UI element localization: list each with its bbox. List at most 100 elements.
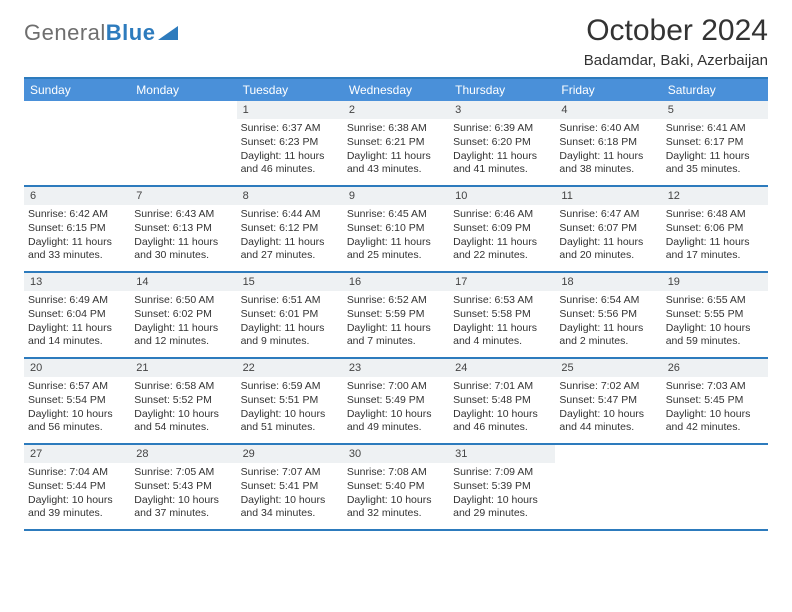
daylight-text: Daylight: 10 hours and 29 minutes. (453, 494, 551, 521)
daylight-text: Daylight: 11 hours and 35 minutes. (666, 150, 764, 177)
day-body: Sunrise: 6:50 AMSunset: 6:02 PMDaylight:… (130, 294, 236, 353)
sunset-text: Sunset: 5:39 PM (453, 480, 551, 494)
sunrise-text: Sunrise: 6:48 AM (666, 208, 764, 222)
day-cell: 15Sunrise: 6:51 AMSunset: 6:01 PMDayligh… (237, 273, 343, 357)
day-body: Sunrise: 7:07 AMSunset: 5:41 PMDaylight:… (237, 466, 343, 525)
day-number: 2 (343, 101, 449, 119)
week-row: 1Sunrise: 6:37 AMSunset: 6:23 PMDaylight… (24, 101, 768, 187)
logo-text-2: Blue (106, 20, 156, 46)
daylight-text: Daylight: 11 hours and 22 minutes. (453, 236, 551, 263)
week-row: 27Sunrise: 7:04 AMSunset: 5:44 PMDayligh… (24, 445, 768, 531)
day-body: Sunrise: 6:39 AMSunset: 6:20 PMDaylight:… (449, 122, 555, 181)
day-body: Sunrise: 6:53 AMSunset: 5:58 PMDaylight:… (449, 294, 555, 353)
day-body: Sunrise: 6:49 AMSunset: 6:04 PMDaylight:… (24, 294, 130, 353)
header: GeneralBlue October 2024 Badamdar, Baki,… (24, 14, 768, 69)
daylight-text: Daylight: 10 hours and 49 minutes. (347, 408, 445, 435)
day-body: Sunrise: 6:44 AMSunset: 6:12 PMDaylight:… (237, 208, 343, 267)
day-body: Sunrise: 6:38 AMSunset: 6:21 PMDaylight:… (343, 122, 449, 181)
sunrise-text: Sunrise: 6:58 AM (134, 380, 232, 394)
day-cell: 1Sunrise: 6:37 AMSunset: 6:23 PMDaylight… (237, 101, 343, 185)
day-cell: 26 Sunrise: 7:03 AMSunset: 5:45 PMDayligh… (662, 359, 768, 443)
day-cell: 14Sunrise: 6:50 AMSunset: 6:02 PMDayligh… (130, 273, 236, 357)
sunrise-text: Sunrise: 6:41 AM (666, 122, 764, 136)
day-number: 25 (555, 359, 661, 377)
sunset-text: Sunset: 6:12 PM (241, 222, 339, 236)
sunrise-text: Sunrise: 6:47 AM (559, 208, 657, 222)
sunset-text: Sunset: 6:23 PM (241, 136, 339, 150)
sunset-text: Sunset: 5:41 PM (241, 480, 339, 494)
sunrise-text: Sunrise: 7:03 AM (666, 380, 764, 394)
week-row: 6Sunrise: 6:42 AMSunset: 6:15 PMDaylight… (24, 187, 768, 273)
sunrise-text: Sunrise: 6:53 AM (453, 294, 551, 308)
daylight-text: Daylight: 11 hours and 4 minutes. (453, 322, 551, 349)
day-cell: 20Sunrise: 6:57 AMSunset: 5:54 PMDayligh… (24, 359, 130, 443)
sunset-text: Sunset: 6:18 PM (559, 136, 657, 150)
sunset-text: Sunset: 5:56 PM (559, 308, 657, 322)
day-number: 27 (24, 445, 130, 463)
day-number: 21 (130, 359, 236, 377)
day-number: 19 (662, 273, 768, 291)
day-number: 13 (24, 273, 130, 291)
day-number: 26 (662, 359, 768, 377)
day-number: 18 (555, 273, 661, 291)
day-cell: 21 Sunrise: 6:58 AMSunset: 5:52 PMDayligh… (130, 359, 236, 443)
daylight-text: Daylight: 10 hours and 42 minutes. (666, 408, 764, 435)
daylight-text: Daylight: 10 hours and 39 minutes. (28, 494, 126, 521)
day-body: Sunrise: 7:09 AMSunset: 5:39 PMDaylight:… (449, 466, 555, 525)
daylight-text: Daylight: 11 hours and 25 minutes. (347, 236, 445, 263)
weekday-header: Wednesday (343, 79, 449, 101)
sunrise-text: Sunrise: 7:00 AM (347, 380, 445, 394)
sunrise-text: Sunrise: 6:38 AM (347, 122, 445, 136)
sunrise-text: Sunrise: 6:54 AM (559, 294, 657, 308)
day-cell: 25Sunrise: 7:02 AMSunset: 5:47 PMDayligh… (555, 359, 661, 443)
day-number: 17 (449, 273, 555, 291)
daylight-text: Daylight: 11 hours and 9 minutes. (241, 322, 339, 349)
sunset-text: Sunset: 6:21 PM (347, 136, 445, 150)
calendar-grid: SundayMondayTuesdayWednesdayThursdayFrid… (24, 77, 768, 531)
title-block: October 2024 Badamdar, Baki, Azerbaijan (584, 14, 768, 69)
sunset-text: Sunset: 5:47 PM (559, 394, 657, 408)
day-body: Sunrise: 6:55 AMSunset: 5:55 PMDaylight:… (662, 294, 768, 353)
day-body: Sunrise: 7:03 AMSunset: 5:45 PMDaylight:… (662, 380, 768, 439)
day-cell: 23Sunrise: 7:00 AMSunset: 5:49 PMDayligh… (343, 359, 449, 443)
day-body: Sunrise: 7:01 AMSunset: 5:48 PMDaylight:… (449, 380, 555, 439)
day-cell (555, 445, 661, 529)
day-cell: 24 Sunrise: 7:01 AMSunset: 5:48 PMDayligh… (449, 359, 555, 443)
sunrise-text: Sunrise: 6:50 AM (134, 294, 232, 308)
day-number: 16 (343, 273, 449, 291)
daylight-text: Daylight: 10 hours and 37 minutes. (134, 494, 232, 521)
day-cell: 22Sunrise: 6:59 AMSunset: 5:51 PMDayligh… (237, 359, 343, 443)
sunrise-text: Sunrise: 6:55 AM (666, 294, 764, 308)
daylight-text: Daylight: 11 hours and 2 minutes. (559, 322, 657, 349)
day-body: Sunrise: 6:41 AMSunset: 6:17 PMDaylight:… (662, 122, 768, 181)
day-number: 24 (449, 359, 555, 377)
sunset-text: Sunset: 6:02 PM (134, 308, 232, 322)
day-cell: 6Sunrise: 6:42 AMSunset: 6:15 PMDaylight… (24, 187, 130, 271)
sunset-text: Sunset: 5:48 PM (453, 394, 551, 408)
weekday-header: Friday (555, 79, 661, 101)
weekday-header: Sunday (24, 79, 130, 101)
day-body: Sunrise: 6:45 AMSunset: 6:10 PMDaylight:… (343, 208, 449, 267)
sunset-text: Sunset: 5:45 PM (666, 394, 764, 408)
week-row: 13 Sunrise: 6:49 AMSunset: 6:04 PMDayligh… (24, 273, 768, 359)
day-body: Sunrise: 6:58 AMSunset: 5:52 PMDaylight:… (130, 380, 236, 439)
sunrise-text: Sunrise: 6:42 AM (28, 208, 126, 222)
daylight-text: Daylight: 10 hours and 44 minutes. (559, 408, 657, 435)
sunset-text: Sunset: 5:55 PM (666, 308, 764, 322)
logo: GeneralBlue (24, 14, 179, 46)
day-number: 3 (449, 101, 555, 119)
day-number: 9 (343, 187, 449, 205)
sunset-text: Sunset: 5:54 PM (28, 394, 126, 408)
day-body: Sunrise: 6:51 AMSunset: 6:01 PMDaylight:… (237, 294, 343, 353)
sunset-text: Sunset: 6:06 PM (666, 222, 764, 236)
day-number: 11 (555, 187, 661, 205)
daylight-text: Daylight: 10 hours and 32 minutes. (347, 494, 445, 521)
sunrise-text: Sunrise: 6:37 AM (241, 122, 339, 136)
weekday-header: Saturday (662, 79, 768, 101)
daylight-text: Daylight: 11 hours and 30 minutes. (134, 236, 232, 263)
sunrise-text: Sunrise: 7:01 AM (453, 380, 551, 394)
day-cell: 5Sunrise: 6:41 AMSunset: 6:17 PMDaylight… (662, 101, 768, 185)
daylight-text: Daylight: 11 hours and 43 minutes. (347, 150, 445, 177)
weekday-header: Thursday (449, 79, 555, 101)
day-body: Sunrise: 6:40 AMSunset: 6:18 PMDaylight:… (555, 122, 661, 181)
